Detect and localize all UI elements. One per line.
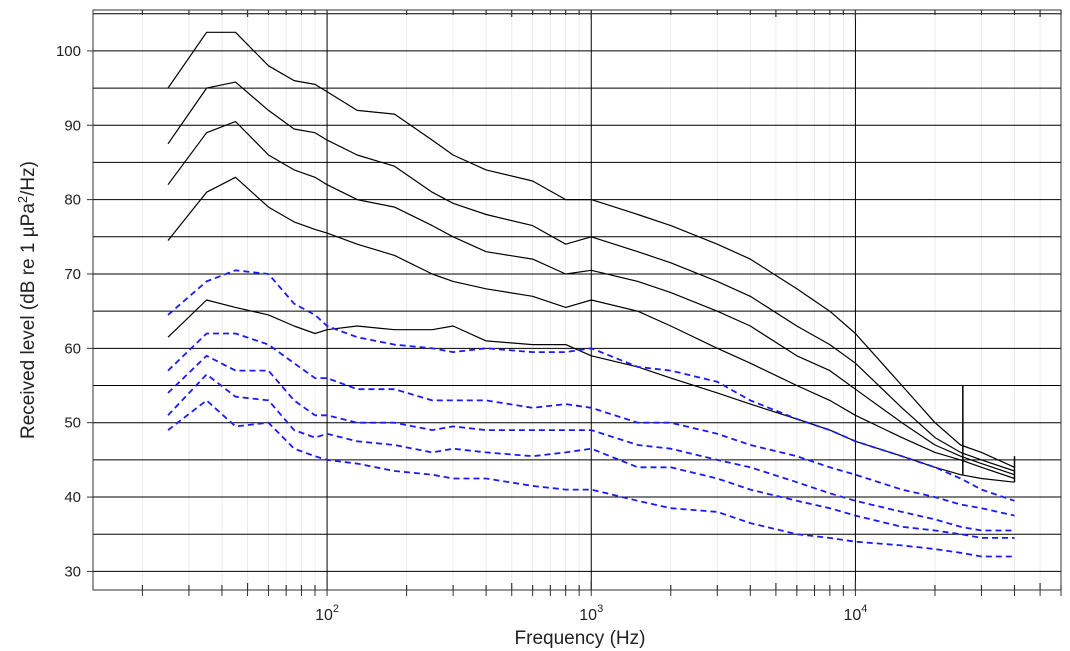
- y-axis-label: Received level (dB re 1 µPa2/Hz): [15, 161, 39, 439]
- y-tick-label: 60: [64, 340, 81, 357]
- x-tick-label: 102: [315, 603, 339, 624]
- series-line-1: [167, 31, 1015, 468]
- series-line-2: [167, 81, 1015, 472]
- y-tick-label: 80: [64, 192, 81, 209]
- y-tick-labels: 30 40 50 60 70 80 90 100: [56, 43, 81, 581]
- y-tick-label: 40: [64, 489, 81, 506]
- x-axis-label: Frequency (Hz): [515, 628, 646, 649]
- series-line-6: [167, 269, 1015, 502]
- y-tick-label: 100: [56, 43, 81, 60]
- series-line-9: [167, 373, 1015, 539]
- series-group: [167, 31, 1016, 558]
- x-tick-label: 103: [579, 603, 603, 624]
- x-tick-label: 104: [843, 603, 867, 624]
- y-tick-label: 70: [64, 266, 81, 283]
- series-line-4: [167, 176, 1015, 480]
- y-tick-label: 50: [64, 415, 81, 432]
- series-line-5: [167, 299, 1015, 483]
- series-line-3: [167, 120, 1015, 476]
- grid: [93, 10, 1062, 590]
- plot-frame: [92, 9, 1062, 591]
- series-line-7: [167, 332, 1015, 517]
- y-tick-label: 30: [64, 563, 81, 580]
- y-tick-label: 90: [64, 117, 81, 134]
- x-tick-labels: 102 103 104: [315, 603, 867, 624]
- plot-background: [93, 10, 1061, 590]
- series-line-10: [167, 399, 1015, 558]
- ticks: [87, 10, 1062, 596]
